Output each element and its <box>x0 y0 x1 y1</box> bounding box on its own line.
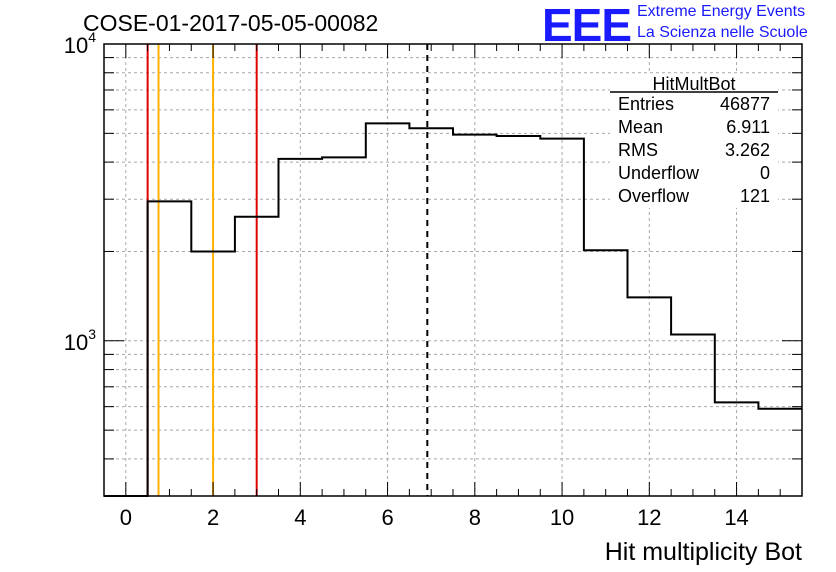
stats-row-label: Entries <box>618 94 674 114</box>
grid-lines <box>104 43 802 497</box>
stats-box-title: HitMultBot <box>652 74 735 94</box>
x-tick-label: 0 <box>120 505 132 530</box>
logo-tagline-2: La Scienza nelle Scuole <box>637 24 808 41</box>
x-axis-label: Hit multiplicity Bot <box>605 538 802 566</box>
stats-row-label: Mean <box>618 117 663 137</box>
tick-labels: 0 2 4 6 8 10 12 14 103 104 <box>64 29 749 530</box>
stats-row-label: Overflow <box>618 186 690 206</box>
axes <box>103 43 803 497</box>
marker-lines <box>146 44 429 496</box>
histogram-bins <box>104 122 802 497</box>
x-tick-label: 12 <box>637 505 661 530</box>
stats-row-value: 3.262 <box>725 140 770 160</box>
stats-row-label: Underflow <box>618 163 700 183</box>
stats-box-bg <box>610 74 778 208</box>
eee-logo: EEE <box>542 0 632 51</box>
stats-row-value: 6.911 <box>726 117 770 137</box>
x-tick-label: 8 <box>469 505 481 530</box>
x-tick-label: 10 <box>550 505 574 530</box>
y-tick-label: 103 <box>64 326 96 355</box>
x-tick-label: 4 <box>294 505 306 530</box>
stats-row-value: 46877 <box>720 94 770 114</box>
x-tick-label: 14 <box>724 505 748 530</box>
histogram-line <box>104 122 802 497</box>
stats-row-value: 121 <box>740 186 770 206</box>
logo-tagline-1: Extreme Energy Events <box>637 3 806 20</box>
y-tick-label: 104 <box>64 29 96 58</box>
chart-title: COSE-01-2017-05-05-00082 <box>83 10 379 36</box>
x-tick-label: 2 <box>207 505 219 530</box>
stats-row-label: RMS <box>618 140 658 160</box>
stats-row-value: 0 <box>760 163 770 183</box>
x-tick-label: 6 <box>381 505 393 530</box>
